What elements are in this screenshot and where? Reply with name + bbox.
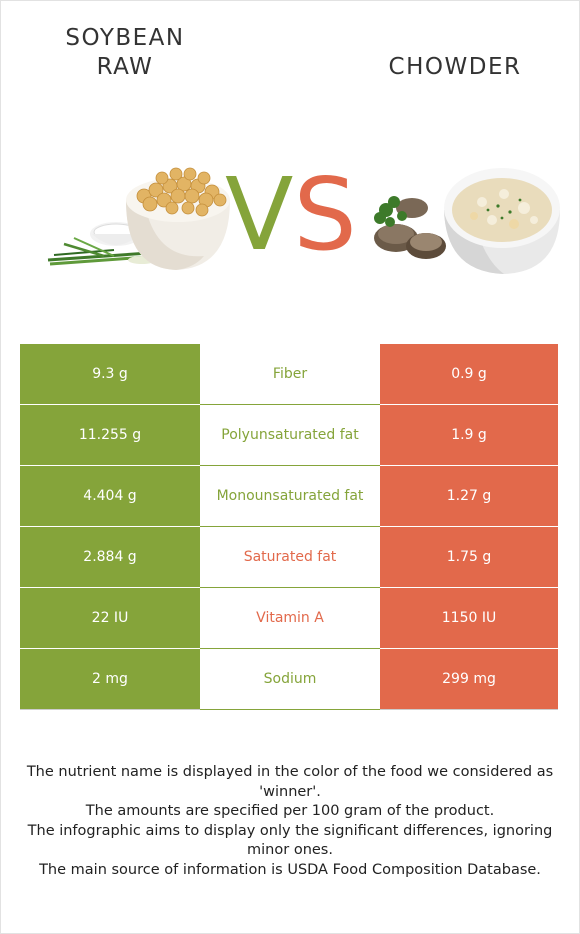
soybean-image xyxy=(47,167,230,270)
footnote-source: The main source of information is USDA F… xyxy=(39,861,541,878)
right-value: 1150 IU xyxy=(380,587,558,649)
table-row: 4.404 g Monounsaturated fat 1.27 g xyxy=(20,465,558,527)
nutrient-name: Saturated fat xyxy=(200,526,380,588)
left-value: 2 mg xyxy=(20,648,200,710)
left-food-name-line1: SOYBEAN xyxy=(65,25,185,51)
soup-bowl-icon xyxy=(444,168,560,274)
table-row: 11.255 g Polyunsaturated fat 1.9 g xyxy=(20,404,558,466)
vs-s: S xyxy=(293,156,357,273)
footnote-aims: The infographic aims to display only the… xyxy=(27,822,553,859)
vs-label: VS xyxy=(225,160,357,270)
chowder-image xyxy=(374,168,560,274)
nutrient-name: Vitamin A xyxy=(200,587,380,649)
nutrient-name: Sodium xyxy=(200,648,380,710)
nutrient-name: Polyunsaturated fat xyxy=(200,404,380,466)
left-value: 2.884 g xyxy=(20,526,200,588)
right-value: 0.9 g xyxy=(380,343,558,405)
right-value: 299 mg xyxy=(380,648,558,710)
parsley-icon xyxy=(374,196,407,227)
right-value: 1.9 g xyxy=(380,404,558,466)
soybeans-icon xyxy=(136,167,227,217)
table-row: 2.884 g Saturated fat 1.75 g xyxy=(20,526,558,588)
right-food-title: CHOWDER xyxy=(388,54,522,80)
left-value: 11.255 g xyxy=(20,404,200,466)
nutrient-name: Monounsaturated fat xyxy=(200,465,380,527)
left-value: 22 IU xyxy=(20,587,200,649)
left-value: 9.3 g xyxy=(20,343,200,405)
left-value: 4.404 g xyxy=(20,465,200,527)
footnotes: The nutrient name is displayed in the co… xyxy=(20,763,560,880)
left-food-name-line2: RAW xyxy=(96,54,154,80)
table-row: 2 mg Sodium 299 mg xyxy=(20,648,558,710)
vs-v: V xyxy=(225,156,294,273)
table-row: 9.3 g Fiber 0.9 g xyxy=(20,343,558,405)
right-value: 1.27 g xyxy=(380,465,558,527)
footnote-winner: The nutrient name is displayed in the co… xyxy=(26,764,554,800)
comparison-table: 9.3 g Fiber 0.9 g 11.255 g Polyunsaturated f… xyxy=(20,343,558,710)
left-food-title: SOYBEAN RAW xyxy=(40,24,210,82)
nutrient-name: Fiber xyxy=(200,343,380,405)
table-row: 22 IU Vitamin A 1150 IU xyxy=(20,587,558,649)
right-value: 1.75 g xyxy=(380,526,558,588)
footnote-amounts: The amounts are specified per 100 gram o… xyxy=(85,803,495,819)
